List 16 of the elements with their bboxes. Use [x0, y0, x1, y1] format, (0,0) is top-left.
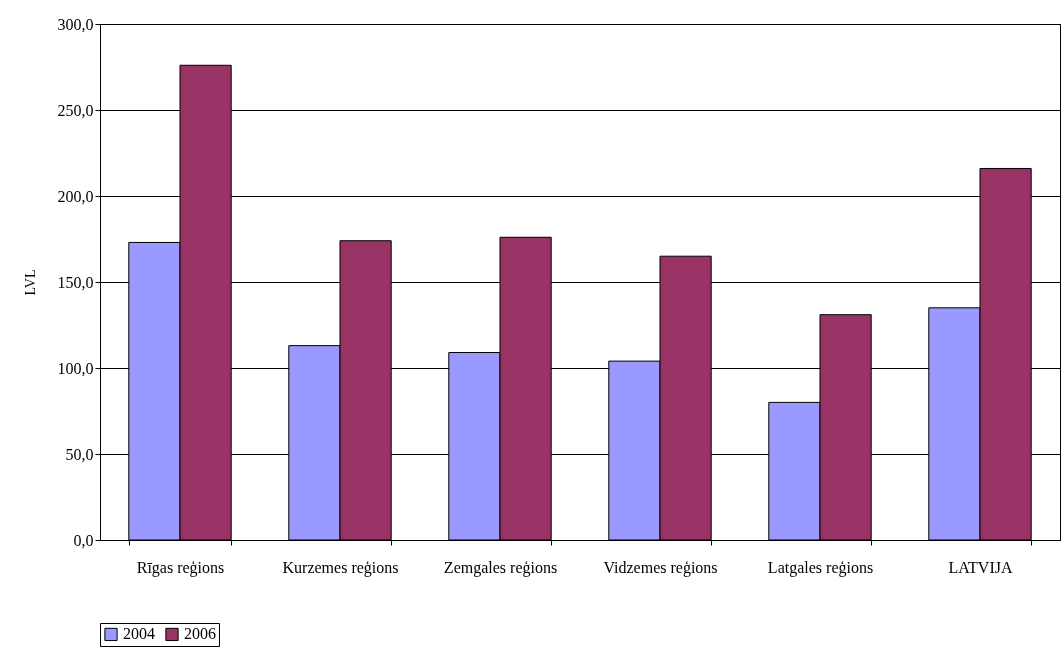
x-tick-label: Rīgas reģions — [136, 558, 225, 577]
y-axis-title: LVL — [22, 269, 38, 296]
y-tick-label: 50,0 — [65, 445, 94, 463]
y-tick-label: 250,0 — [57, 101, 94, 119]
legend-label: 2004 — [123, 625, 155, 643]
x-tick-label: Latgales reģions — [767, 558, 874, 577]
y-tick-label: 150,0 — [57, 273, 94, 291]
x-tick-label: Zemgales reģions — [443, 558, 558, 577]
legend-label: 2006 — [184, 625, 216, 643]
x-tick-label: Vidzemes reģions — [603, 558, 718, 577]
y-tick-label: 300,0 — [57, 15, 94, 33]
y-tick-label: 0,0 — [73, 531, 94, 549]
x-tick-label: Kurzemes reģions — [282, 558, 399, 577]
y-tick-label: 100,0 — [57, 359, 94, 377]
y-tick-label: 200,0 — [57, 187, 94, 205]
x-tick-label: LATVIJA — [948, 558, 1013, 576]
